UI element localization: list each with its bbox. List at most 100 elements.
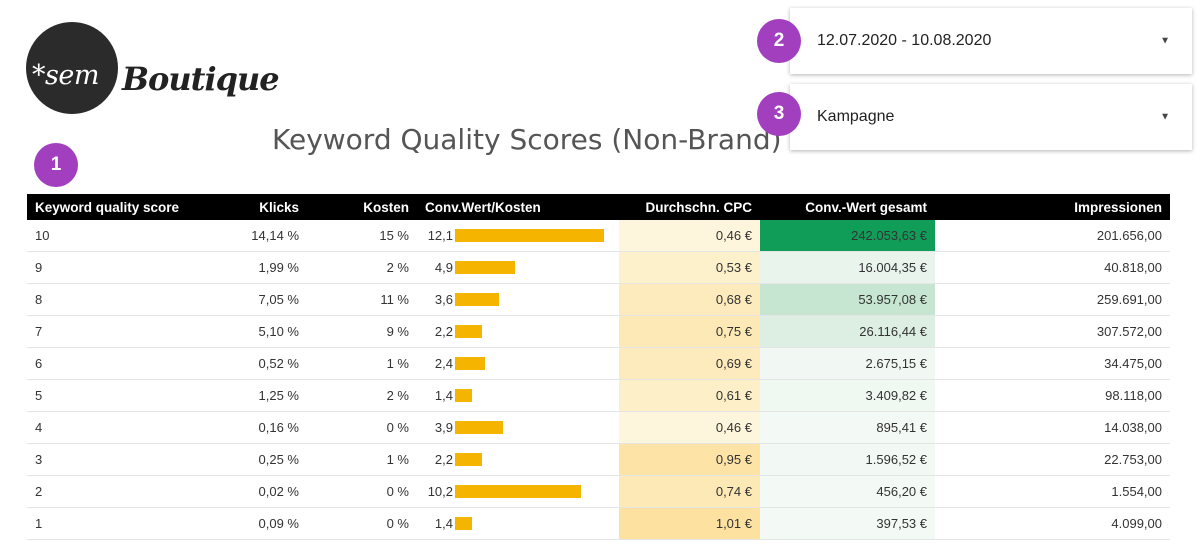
cell-conv-wert-gesamt: 242.053,63 €	[760, 220, 935, 252]
header-klicks[interactable]: Klicks	[227, 194, 307, 220]
cell-cpc: 1,01 €	[619, 507, 760, 540]
table-row[interactable]: 2 0,02 % 0 % 10,2 0,74 €456,20 €1.554,00	[27, 475, 1170, 508]
ratio-value: 2,2	[434, 452, 453, 467]
date-range-dropdown[interactable]: 12.07.2020 - 10.08.2020 ▼	[790, 8, 1192, 74]
cell-score: 10	[27, 220, 227, 252]
cell-conv-wert-gesamt: 2.675,15 €	[760, 347, 935, 380]
ratio-bar	[455, 325, 482, 338]
cell-klicks: 1,99 %	[227, 251, 307, 284]
ratio-bar	[455, 261, 515, 274]
cell-kosten: 0 %	[307, 411, 417, 444]
table-row[interactable]: 5 1,25 % 2 % 1,4 0,61 €3.409,82 €98.118,00	[27, 379, 1170, 412]
cell-score: 4	[27, 411, 227, 444]
campaign-dropdown[interactable]: Kampagne ▼	[790, 84, 1192, 150]
table-row[interactable]: 4 0,16 % 0 % 3,9 0,46 €895,41 €14.038,00	[27, 411, 1170, 444]
cell-impressionen: 98.118,00	[935, 379, 1170, 412]
cell-impressionen: 307.572,00	[935, 315, 1170, 348]
ratio-bar	[455, 229, 604, 242]
logo-prefix: *sem	[32, 60, 99, 91]
ratio-bar	[455, 389, 472, 402]
ratio-value: 12,1	[427, 228, 453, 243]
cell-klicks: 0,25 %	[227, 443, 307, 476]
cell-score: 9	[27, 251, 227, 284]
cell-conv-wert-kosten: 12,1	[417, 220, 619, 252]
cell-cpc: 0,46 €	[619, 220, 760, 252]
table-row[interactable]: 3 0,25 % 1 % 2,2 0,95 €1.596,52 €22.753,00	[27, 443, 1170, 476]
cell-klicks: 14,14 %	[227, 220, 307, 252]
cell-cpc: 0,75 €	[619, 315, 760, 348]
cell-kosten: 1 %	[307, 443, 417, 476]
header-conv-wert-kosten[interactable]: Conv.Wert/Kosten	[417, 194, 619, 220]
cell-impressionen: 22.753,00	[935, 443, 1170, 476]
cell-conv-wert-gesamt: 53.957,08 €	[760, 283, 935, 316]
logo-name: Boutique	[122, 60, 280, 98]
ratio-value: 3,6	[434, 292, 453, 307]
keyword-quality-table: Keyword quality score Klicks Kosten Conv…	[27, 194, 1170, 540]
ratio-value: 3,9	[434, 420, 453, 435]
cell-cpc: 0,95 €	[619, 443, 760, 476]
table-row[interactable]: 10 14,14 % 15 % 12,1 0,46 €242.053,63 €201.6…	[27, 220, 1170, 252]
cell-impressionen: 201.656,00	[935, 220, 1170, 252]
chevron-down-icon: ▼	[1160, 35, 1170, 47]
cell-cpc: 0,46 €	[619, 411, 760, 444]
step-badge-1: 1	[34, 143, 78, 187]
cell-score: 7	[27, 315, 227, 348]
cell-conv-wert-kosten: 4,9	[417, 251, 619, 284]
cell-kosten: 2 %	[307, 379, 417, 412]
campaign-value: Kampagne	[817, 108, 895, 125]
table-row[interactable]: 6 0,52 % 1 % 2,4 0,69 €2.675,15 €34.475,00	[27, 347, 1170, 380]
cell-kosten: 1 %	[307, 347, 417, 380]
cell-score: 6	[27, 347, 227, 380]
table-row[interactable]: 7 5,10 % 9 % 2,2 0,75 €26.116,44 €307.572,00	[27, 315, 1170, 348]
cell-impressionen: 259.691,00	[935, 283, 1170, 316]
ratio-value: 2,2	[434, 324, 453, 339]
ratio-bar	[455, 485, 581, 498]
cell-conv-wert-gesamt: 3.409,82 €	[760, 379, 935, 412]
ratio-bar	[455, 421, 503, 434]
cell-impressionen: 40.818,00	[935, 251, 1170, 284]
cell-score: 3	[27, 443, 227, 476]
page-title: Keyword Quality Scores (Non-Brand)	[272, 123, 782, 156]
cell-conv-wert-kosten: 3,6	[417, 283, 619, 316]
cell-conv-wert-gesamt: 1.596,52 €	[760, 443, 935, 476]
cell-conv-wert-kosten: 2,2	[417, 443, 619, 476]
cell-klicks: 7,05 %	[227, 283, 307, 316]
cell-conv-wert-gesamt: 26.116,44 €	[760, 315, 935, 348]
table-row[interactable]: 8 7,05 % 11 % 3,6 0,68 €53.957,08 €259.691,0…	[27, 283, 1170, 316]
cell-kosten: 2 %	[307, 251, 417, 284]
cell-kosten: 9 %	[307, 315, 417, 348]
cell-score: 2	[27, 475, 227, 508]
ratio-value: 1,4	[434, 516, 453, 531]
cell-conv-wert-gesamt: 16.004,35 €	[760, 251, 935, 284]
cell-score: 8	[27, 283, 227, 316]
ratio-value: 10,2	[427, 484, 453, 499]
header-score[interactable]: Keyword quality score	[27, 194, 227, 220]
cell-kosten: 0 %	[307, 475, 417, 508]
cell-conv-wert-kosten: 2,2	[417, 315, 619, 348]
header-conv-wert-gesamt[interactable]: Conv.-Wert gesamt	[760, 194, 935, 220]
ratio-bar	[455, 293, 499, 306]
header-cpc[interactable]: Durchschn. CPC	[619, 194, 760, 220]
cell-impressionen: 14.038,00	[935, 411, 1170, 444]
cell-cpc: 0,61 €	[619, 379, 760, 412]
ratio-value: 1,4	[434, 388, 453, 403]
cell-conv-wert-kosten: 3,9	[417, 411, 619, 444]
header-impressionen[interactable]: Impressionen	[935, 194, 1170, 220]
logo-circle	[26, 22, 118, 114]
header-kosten[interactable]: Kosten	[307, 194, 417, 220]
date-range-value: 12.07.2020 - 10.08.2020	[817, 32, 992, 49]
table-row[interactable]: 1 0,09 % 0 % 1,4 1,01 €397,53 €4.099,00	[27, 507, 1170, 540]
cell-cpc: 0,74 €	[619, 475, 760, 508]
chevron-down-icon: ▼	[1160, 111, 1170, 123]
ratio-value: 2,4	[434, 356, 453, 371]
ratio-bar	[455, 357, 485, 370]
cell-score: 1	[27, 507, 227, 540]
cell-klicks: 0,09 %	[227, 507, 307, 540]
cell-conv-wert-kosten: 10,2	[417, 475, 619, 508]
cell-cpc: 0,68 €	[619, 283, 760, 316]
cell-cpc: 0,69 €	[619, 347, 760, 380]
table-row[interactable]: 9 1,99 % 2 % 4,9 0,53 €16.004,35 €40.818,00	[27, 251, 1170, 284]
cell-score: 5	[27, 379, 227, 412]
cell-conv-wert-gesamt: 895,41 €	[760, 411, 935, 444]
ratio-value: 4,9	[434, 260, 453, 275]
